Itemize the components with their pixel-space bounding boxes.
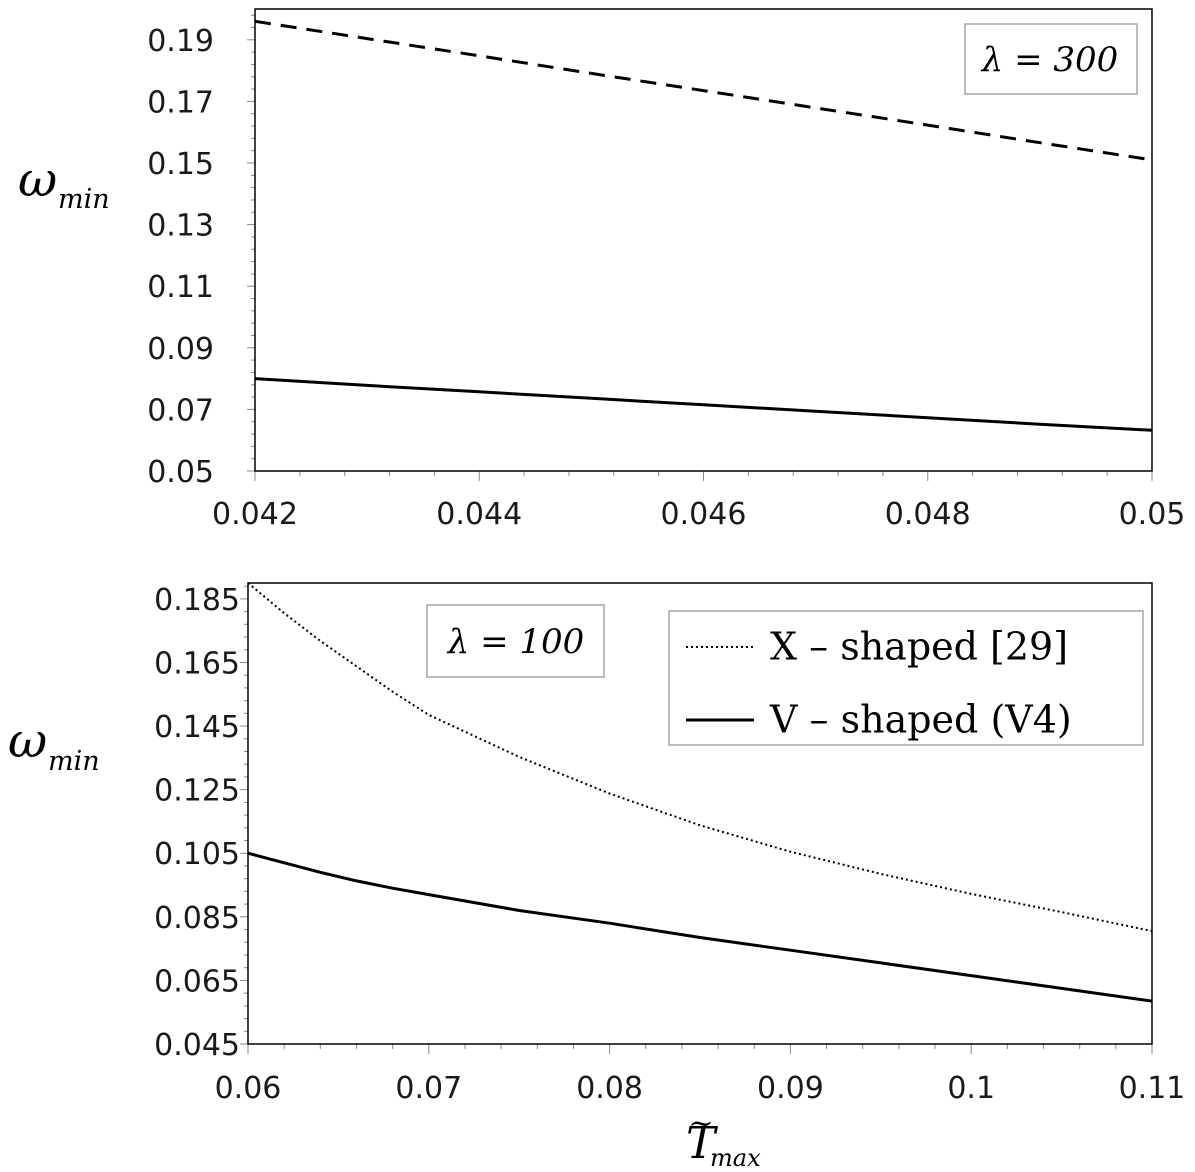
bottom-ylabel-subscript: min	[48, 746, 100, 777]
y-tick-label: 0.105	[154, 837, 240, 872]
y-tick-label: 0.13	[147, 209, 214, 244]
bottom-plot-frame	[247, 582, 1153, 1045]
top-ylabel: ω	[18, 152, 57, 208]
bottom-xlabel-accent: ~	[688, 1106, 713, 1141]
legend-label-x-shaped: X – shaped [29]	[770, 625, 1068, 669]
x-tick-label: 0.1	[947, 1071, 995, 1106]
bottom-annotation-box: λ = 100	[426, 604, 605, 678]
x-tick-label: 0.044	[436, 497, 522, 532]
bottom-xlabel-subscript: max	[710, 1144, 761, 1172]
top-plot-frame	[254, 8, 1153, 472]
chart-top: 0.042 0.044 0.046 0.048 0.05 0.05 0.07 0.09 0.11…	[18, 8, 1185, 532]
y-tick-label: 0.17	[147, 85, 214, 120]
y-tick-label: 0.15	[147, 147, 214, 182]
y-tick-label: 0.07	[147, 393, 214, 428]
y-tick-label: 0.11	[147, 270, 214, 305]
y-tick-label: 0.125	[154, 774, 240, 809]
x-tick-label: 0.07	[395, 1071, 462, 1106]
legend: X – shaped [29] V – shaped (V4)	[668, 610, 1144, 746]
y-tick-label: 0.085	[154, 901, 240, 936]
x-tick-label: 0.08	[576, 1071, 643, 1106]
series-line-solid	[254, 377, 1153, 432]
y-tick-label: 0.065	[154, 964, 240, 999]
bottom-annotation-frame	[426, 604, 605, 678]
bottom-xlabel: T	[686, 1118, 719, 1169]
y-tick-label: 0.05	[147, 455, 214, 490]
bottom-y-axis-label: ω min	[8, 713, 100, 777]
bottom-series	[247, 582, 1153, 1003]
top-annotation-box: λ = 300	[964, 23, 1138, 95]
x-tick-label: 0.11	[1119, 1071, 1186, 1106]
top-y-axis-label: ω min	[18, 152, 110, 215]
bottom-annotation: λ = 100	[446, 622, 585, 662]
top-annotation-frame	[964, 23, 1138, 95]
x-tick-label: 0.06	[215, 1071, 282, 1106]
y-tick-label: 0.09	[147, 332, 214, 367]
legend-frame	[668, 610, 1144, 746]
x-tick-label: 0.09	[757, 1071, 824, 1106]
top-tick-labels: 0.042 0.044 0.046 0.048 0.05 0.05 0.07 0.09 0.11…	[147, 24, 1185, 532]
y-tick-label: 0.165	[154, 646, 240, 681]
series-line-solid	[247, 851, 1153, 1003]
top-series	[254, 19, 1153, 432]
bottom-x-axis-label: ~ T max	[686, 1106, 761, 1172]
y-tick-label: 0.19	[147, 24, 214, 59]
top-annotation: λ = 300	[980, 40, 1119, 80]
y-tick-label: 0.145	[154, 710, 240, 745]
x-tick-label: 0.042	[212, 497, 298, 532]
y-tick-label: 0.045	[154, 1028, 240, 1063]
x-tick-label: 0.05	[1119, 497, 1186, 532]
chart-bottom: 0.06 0.07 0.08 0.09 0.1 0.11 0.045 0.065 0.085 0.…	[8, 582, 1185, 1172]
y-tick-label: 0.185	[154, 583, 240, 618]
top-ylabel-subscript: min	[58, 184, 110, 215]
series-line-dotted	[247, 582, 1153, 933]
x-tick-label: 0.048	[885, 497, 971, 532]
series-line-dashed	[254, 19, 1153, 162]
x-tick-label: 0.046	[661, 497, 747, 532]
bottom-ylabel: ω	[8, 713, 47, 769]
bottom-tick-labels: 0.06 0.07 0.08 0.09 0.1 0.11 0.045 0.065 0.085 0.…	[154, 583, 1185, 1106]
legend-label-v-shaped: V – shaped (V4)	[769, 698, 1072, 742]
